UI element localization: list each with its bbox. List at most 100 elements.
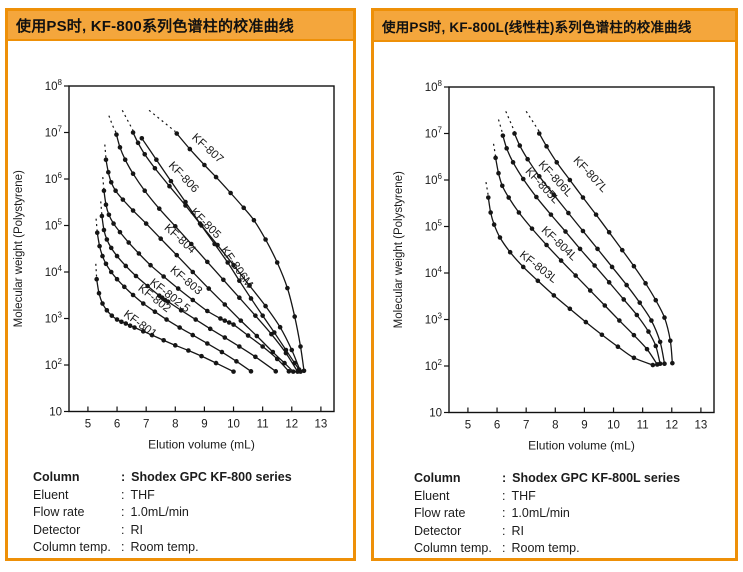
info-value: THF <box>511 488 536 503</box>
svg-text:5: 5 <box>465 420 471 432</box>
svg-text:6: 6 <box>494 420 500 432</box>
info-value: RI <box>511 523 524 538</box>
info-colon: : <box>502 506 506 520</box>
svg-text:107: 107 <box>45 125 63 140</box>
curve-dashed-KF-806 <box>121 110 134 131</box>
svg-text:10: 10 <box>429 408 442 420</box>
curve-dashed-KF-804 <box>104 144 107 159</box>
svg-text:102: 102 <box>45 357 63 372</box>
calibration-chart-kf800l: 5 6 7 8 9 10 11 12 13 108 107 106 105 104 103 102 10 Elut… <box>393 79 715 453</box>
svg-text:7: 7 <box>523 420 529 432</box>
info-row-detector: Detector: RI <box>414 523 735 541</box>
x-axis: 5 6 7 8 9 10 11 12 13 <box>85 406 327 431</box>
y-axis: 108 107 106 105 104 103 102 10 <box>45 78 69 419</box>
curve-dashed-KF-807L <box>525 110 540 132</box>
curve-points-KF-803L <box>486 195 656 368</box>
info-colon: : <box>121 522 125 537</box>
info-value: RI <box>130 522 143 537</box>
curve-dashed-KF-803L <box>485 182 489 197</box>
x-axis: 5 6 7 8 9 10 11 12 13 <box>465 407 707 432</box>
svg-text:104: 104 <box>45 264 63 279</box>
info-row-flow-rate: Flow rate:1.0mL/min <box>414 505 735 523</box>
svg-text:5: 5 <box>85 419 91 431</box>
svg-text:103: 103 <box>45 311 63 326</box>
info-label: Eluent <box>414 488 450 503</box>
svg-text:105: 105 <box>45 218 63 233</box>
info-row-detector: Detector: RI <box>33 522 353 540</box>
svg-text:12: 12 <box>285 419 298 431</box>
info-colon: : <box>121 540 125 554</box>
info-row-eluent: Eluent: THF <box>33 487 353 505</box>
y-axis: 108 107 106 105 104 103 102 10 <box>425 79 449 420</box>
svg-text:8: 8 <box>172 419 178 431</box>
svg-text:11: 11 <box>637 420 649 432</box>
info-row-column-temp: Column temp.: Room temp. <box>33 539 353 557</box>
info-colon: : <box>502 471 507 485</box>
svg-text:107: 107 <box>425 126 443 141</box>
info-value: 1.0mL/min <box>130 505 189 519</box>
curve-points-KF-803 <box>101 188 292 374</box>
info-colon: : <box>121 487 125 502</box>
panel-kf800-series: 使用PS时, KF-800系列色谱柱的校准曲线 5 6 7 8 9 10 11 12 13 108… <box>5 8 356 561</box>
curve-dashed-KF-805 <box>108 115 118 134</box>
svg-text:9: 9 <box>581 420 587 432</box>
info-label: Eluent <box>33 487 69 502</box>
svg-text:106: 106 <box>425 172 443 187</box>
svg-text:8: 8 <box>552 420 558 432</box>
svg-text:13: 13 <box>694 420 707 432</box>
svg-text:10: 10 <box>607 420 620 432</box>
info-label: Flow rate <box>414 506 466 520</box>
curve-dashed-KF-806L <box>505 111 516 132</box>
info-row-flow-rate: Flow rate:1.0mL/min <box>33 504 353 522</box>
panel-kf800l-series: 使用PS时, KF-800L(线性柱)系列色谱柱的校准曲线 5 6 7 8 9 10 11 1… <box>371 8 738 561</box>
svg-text:10: 10 <box>227 419 240 431</box>
svg-text:13: 13 <box>314 419 327 431</box>
info-colon: : <box>502 541 506 555</box>
info-colon: : <box>502 488 506 503</box>
svg-text:105: 105 <box>425 219 443 234</box>
info-row-column-temp: Column temp.: Room temp. <box>414 540 735 558</box>
svg-text:103: 103 <box>425 312 443 327</box>
info-label: Flow rate <box>33 505 85 519</box>
info-colon: : <box>502 523 506 538</box>
curve-points-KF-802.5 <box>99 213 279 374</box>
info-value: 1.0mL/min <box>511 506 570 520</box>
curve-dashed-KF-804L <box>492 143 497 157</box>
info-label: Column temp. <box>33 540 111 554</box>
info-colon: : <box>121 505 125 519</box>
curve-points-KF-805L <box>500 133 663 367</box>
svg-text:11: 11 <box>257 419 269 431</box>
info-value: Shodex GPC KF-800L series <box>512 471 681 485</box>
chart-wrap-kf800l: 5 6 7 8 9 10 11 12 13 108 107 106 105 104 103 102 10 Elut… <box>389 47 735 464</box>
curve-dashed-KF-803 <box>102 177 105 191</box>
curve-points-KF-806L <box>512 131 667 367</box>
info-label: Detector <box>414 523 462 538</box>
y-axis-title: Molecular weight (Polystyrene) <box>393 171 405 328</box>
svg-text:10: 10 <box>49 407 62 419</box>
curve-points-KF-807 <box>174 131 307 374</box>
x-axis-title: Elution volume (mL) <box>148 438 255 452</box>
curve-dashed-KF-801 <box>95 263 98 279</box>
panel-title-kf800: 使用PS时, KF-800系列色谱柱的校准曲线 <box>8 11 353 41</box>
info-row-eluent: Eluent: THF <box>414 488 735 506</box>
svg-text:104: 104 <box>425 265 443 280</box>
curve-dashed-KF-802 <box>95 218 98 233</box>
curve-points-KF-807L <box>536 131 675 366</box>
column-info-table-kf800: Column: Shodex GPC KF-800 series Eluent: TH… <box>33 469 353 557</box>
curve-points-KF-805 <box>114 132 300 374</box>
info-row-column: Column: Shodex GPC KF-800L series <box>414 470 735 488</box>
panel-title-kf800l: 使用PS时, KF-800L(线性柱)系列色谱柱的校准曲线 <box>374 11 735 42</box>
curve-points-KF-804 <box>103 157 296 374</box>
svg-text:6: 6 <box>114 419 120 431</box>
svg-text:12: 12 <box>665 420 678 432</box>
svg-text:102: 102 <box>425 358 443 373</box>
svg-text:108: 108 <box>425 79 443 94</box>
info-label: Column <box>414 471 461 485</box>
info-value: THF <box>130 487 155 502</box>
calibration-chart-kf800: 5 6 7 8 9 10 11 12 13 108 107 106 105 104 103 102 10 Elut… <box>13 78 335 452</box>
info-label: Column <box>33 470 80 484</box>
info-row-column: Column: Shodex GPC KF-800 series <box>33 469 353 487</box>
info-colon: : <box>121 470 126 484</box>
svg-text:108: 108 <box>45 78 63 93</box>
chart-wrap-kf800: 5 6 7 8 9 10 11 12 13 108 107 106 105 104 103 102 10 Elut… <box>9 46 353 463</box>
